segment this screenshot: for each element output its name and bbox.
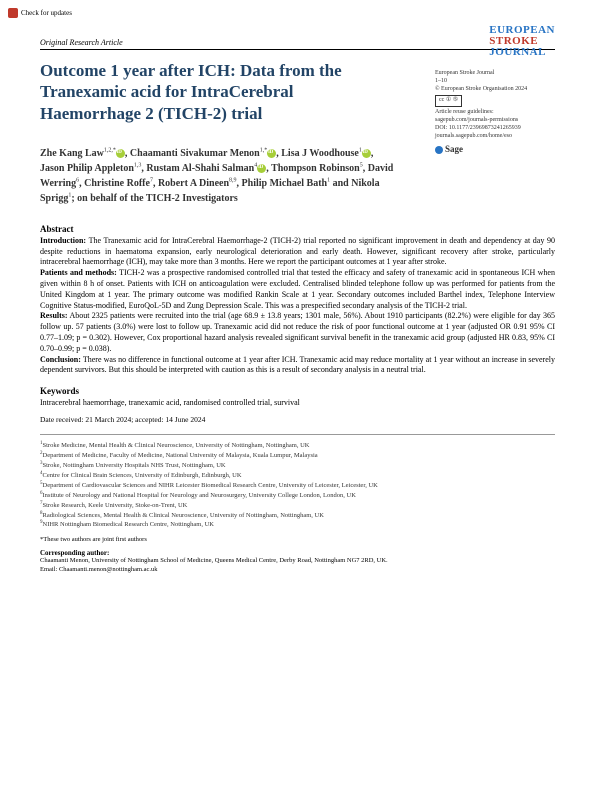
- aff-5: Department of Cardiovascular Sciences an…: [43, 482, 378, 489]
- aff-9: NIHR Nottingham Biomedical Research Cent…: [43, 522, 215, 529]
- meta-reuse-url[interactable]: sagepub.com/journals-permissions: [435, 117, 555, 125]
- aff-7: Stroke Research, Keele University, Stoke…: [43, 502, 188, 509]
- author-1: Zhe Kang Law: [40, 148, 104, 159]
- results-label: Results:: [40, 311, 68, 320]
- aff-4: Centre for Clinical Brain Sciences, Univ…: [43, 472, 242, 479]
- author-10-aff: 1: [327, 177, 330, 183]
- check-updates-icon: [8, 8, 18, 18]
- cc-badge: cc ① ⑤: [435, 95, 462, 107]
- article-title: Outcome 1 year after ICH: Data from the …: [40, 60, 390, 124]
- author-1-aff: 1,2,*: [104, 147, 116, 153]
- check-updates-label: Check for updates: [21, 9, 72, 17]
- article-type: Original Research Article: [40, 38, 555, 47]
- orcid-icon[interactable]: [362, 149, 371, 158]
- article-dates: Date received: 21 March 2024; accepted: …: [40, 415, 555, 424]
- article-meta: European Stroke Journal 1–10 © European …: [435, 70, 555, 156]
- conclusion-label: Conclusion:: [40, 355, 81, 364]
- author-2-aff: 1,*: [260, 147, 268, 153]
- meta-pages: 1–10: [435, 78, 555, 86]
- publisher-name: Sage: [445, 144, 463, 154]
- methods-label: Patients and methods:: [40, 268, 117, 277]
- corresponding-body: Chaamanti Menon, University of Nottingha…: [40, 557, 555, 575]
- author-9-aff: 8,9: [229, 177, 237, 183]
- aff-3: Stroke, Nottingham University Hospitals …: [43, 462, 226, 469]
- methods-text: TICH-2 was a prospective randomised cont…: [40, 268, 555, 309]
- author-3: Lisa J Woodhouse: [281, 148, 359, 159]
- author-4: Jason Philip Appleton: [40, 163, 134, 174]
- results-text: About 2325 patients were recruited into …: [40, 311, 555, 352]
- corresponding-text: Chaamanti Menon, University of Nottingha…: [40, 557, 555, 566]
- affiliations: 1Stroke Medicine, Mental Health & Clinic…: [40, 441, 555, 530]
- meta-doi: DOI: 10.1177/23969873241265939: [435, 125, 555, 133]
- author-8-aff: 7: [150, 177, 153, 183]
- author-7-aff: 6: [76, 177, 79, 183]
- joint-first-note: *These two authors are joint first autho…: [40, 536, 555, 543]
- header-rule: [40, 49, 555, 50]
- author-9: Robert A Dineen: [158, 178, 229, 189]
- check-updates-badge[interactable]: Check for updates: [8, 8, 72, 18]
- keywords-heading: Keywords: [40, 386, 555, 396]
- intro-text: The Tranexamic acid for IntraCerebral Ha…: [40, 236, 555, 267]
- sage-circle-icon: [435, 146, 443, 154]
- aff-6: Institute of Neurology and National Hosp…: [43, 492, 356, 499]
- corresponding-heading: Corresponding author:: [40, 549, 555, 557]
- author-4-aff: 1,3: [134, 162, 142, 168]
- author-6-aff: 5: [360, 162, 363, 168]
- keywords-text: Intracerebral haemorrhage, tranexamic ac…: [40, 398, 555, 407]
- corresponding-email[interactable]: Email: Chaamanti.menon@nottingham.ac.uk: [40, 566, 555, 575]
- orcid-icon[interactable]: [257, 164, 266, 173]
- abstract-body: Introduction: The Tranexamic acid for In…: [40, 236, 555, 376]
- logo-line3: JOURNAL: [489, 47, 555, 58]
- meta-journal-url[interactable]: journals.sagepub.com/home/eso: [435, 133, 555, 141]
- aff-8: Radiological Sciences, Mental Health & C…: [43, 512, 324, 519]
- orcid-icon[interactable]: [116, 149, 125, 158]
- abstract-heading: Abstract: [40, 224, 555, 234]
- publisher-logo: Sage: [435, 144, 555, 156]
- affiliation-rule: [40, 434, 555, 435]
- author-6: Thompson Robinson: [271, 163, 360, 174]
- conclusion-text: There was no difference in functional ou…: [40, 355, 555, 375]
- journal-logo: EUROPEAN STROKE JOURNAL: [489, 25, 555, 58]
- orcid-icon[interactable]: [267, 149, 276, 158]
- aff-1: Stroke Medicine, Mental Health & Clinica…: [43, 442, 310, 449]
- author-list: Zhe Kang Law1,2,*, Chaamanti Sivakumar M…: [40, 146, 400, 206]
- meta-journal: European Stroke Journal: [435, 70, 555, 78]
- intro-label: Introduction:: [40, 236, 86, 245]
- author-2: Chaamanti Sivakumar Menon: [130, 148, 260, 159]
- author-8: Christine Roffe: [84, 178, 150, 189]
- author-5: Rustam Al-Shahi Salman: [146, 163, 254, 174]
- aff-2: Department of Medicine, Faculty of Medic…: [43, 452, 318, 459]
- meta-copyright: © European Stroke Organisation 2024: [435, 86, 555, 94]
- meta-reuse: Article reuse guidelines:: [435, 109, 555, 117]
- author-10: Philip Michael Bath: [242, 178, 328, 189]
- author-behalf: ; on behalf of the TICH-2 Investigators: [71, 193, 237, 204]
